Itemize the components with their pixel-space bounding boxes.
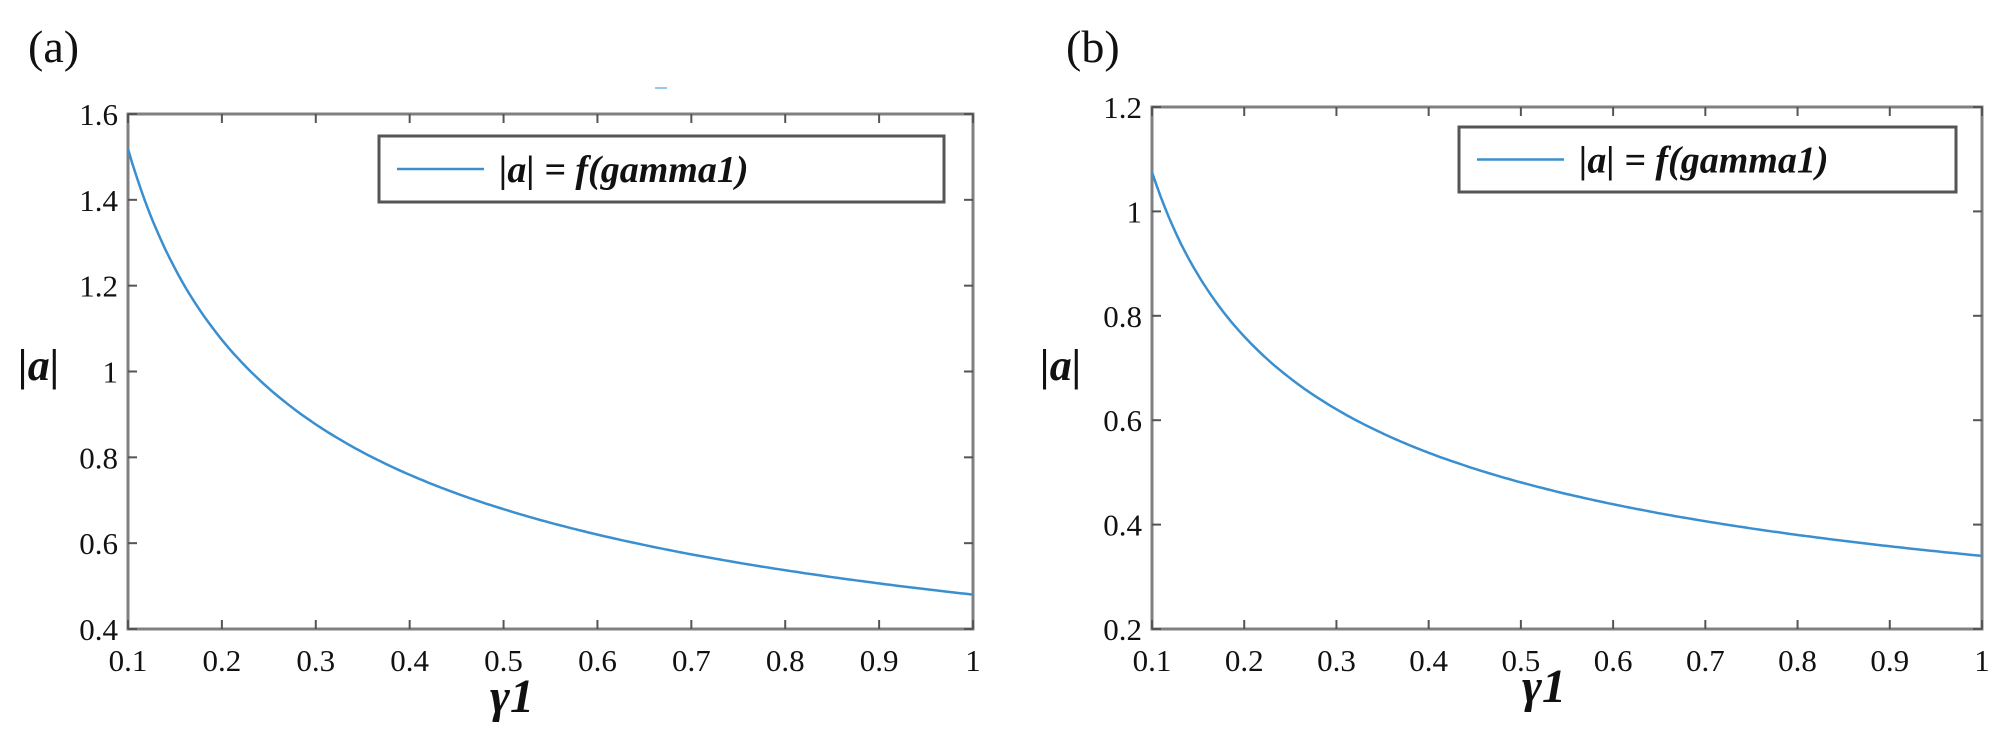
- panel-label: (a): [28, 21, 79, 72]
- x-tick-label: 0.1: [109, 643, 148, 678]
- legend-label: |a| = f(gamma1): [1579, 140, 1828, 182]
- x-tick-label: 0.5: [1502, 643, 1541, 678]
- y-tick-label: 0.6: [79, 526, 118, 561]
- legend-label: |a| = f(gamma1): [499, 149, 748, 191]
- chart-panel-a: (a) 0.1 0.2 0.3 0.4 0.5 0.6 0.7 0.8 0.9 1 0.4 0.6 0.8…: [18, 21, 981, 723]
- x-tick-label: 0.9: [860, 643, 899, 678]
- x-tick-label: 0.7: [1686, 643, 1725, 678]
- panel-label: (b): [1066, 21, 1120, 72]
- y-tick-label: 0.8: [1103, 299, 1142, 334]
- x-tick-label: 0.2: [1225, 643, 1264, 678]
- y-tick-label: 0.4: [79, 612, 118, 647]
- y-tick-label: 1.6: [79, 97, 118, 132]
- series-line: [126, 148, 974, 596]
- y-axis-label: |a|: [18, 341, 59, 390]
- y-tick-label: 0.6: [1103, 403, 1142, 438]
- y-tick-label: 1.4: [79, 183, 118, 218]
- x-tick-label: 0.8: [1778, 643, 1817, 678]
- x-tick-label: 0.6: [1594, 643, 1633, 678]
- x-tick-label: 0.4: [390, 643, 429, 678]
- x-tick-label: 0.2: [203, 643, 242, 678]
- x-tick-label: 0.4: [1409, 643, 1448, 678]
- x-tick-label: 0.1: [1133, 643, 1172, 678]
- x-tick-label: 0.9: [1870, 643, 1909, 678]
- chart-panel-b: (b)0.1 0.2 0.3 0.4 0.5 0.6 0.7 0.8 0.9 10.20.40.6…: [1040, 21, 1990, 713]
- y-tick-label: 0.2: [1103, 612, 1142, 647]
- x-tick-label: 0.6: [578, 643, 617, 678]
- x-tick-label: 0.8: [766, 643, 805, 678]
- x-tick-label: 0.5: [484, 643, 523, 678]
- y-axis-label: |a|: [1040, 341, 1081, 390]
- y-tick-label: 1: [1127, 194, 1143, 229]
- x-tick-label: 0.3: [296, 643, 335, 678]
- x-tick-label: 1: [1974, 643, 1990, 678]
- x-axis-label: γ1: [490, 670, 534, 723]
- x-axis-label: γ1: [1522, 660, 1566, 713]
- legend: |a| = f(gamma1): [377, 134, 946, 204]
- series-line: [1150, 171, 1983, 558]
- y-tick-label: 1: [103, 355, 119, 390]
- legend: |a| = f(gamma1): [1457, 125, 1958, 194]
- y-tick-label: 0.8: [79, 440, 118, 475]
- x-tick-label: 0.3: [1317, 643, 1356, 678]
- legend-box: [1457, 125, 1958, 194]
- y-tick-label: 1.2: [1103, 90, 1142, 125]
- stray-mark: [655, 87, 667, 89]
- x-tick-label: 1: [965, 643, 981, 678]
- x-tick-label: 0.7: [672, 643, 711, 678]
- y-tick-label: 0.4: [1103, 508, 1142, 543]
- y-tick-label: 1.2: [79, 269, 118, 304]
